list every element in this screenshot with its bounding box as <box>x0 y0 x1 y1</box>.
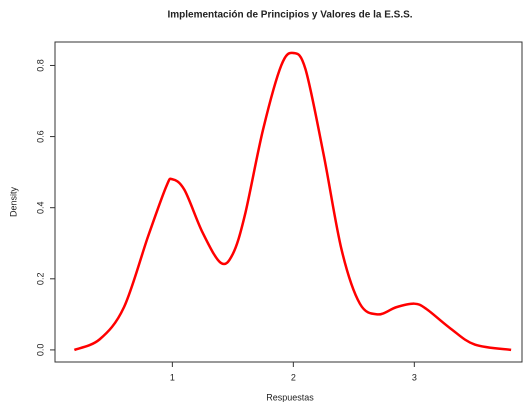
x-tick-label: 1 <box>170 372 175 382</box>
y-tick-label: 0.2 <box>35 273 45 286</box>
y-tick-label: 0.8 <box>35 59 45 72</box>
x-axis-label: Respuestas <box>266 392 314 402</box>
x-tick-label: 3 <box>412 372 417 382</box>
y-axis-label: Density <box>8 186 18 217</box>
plot-frame <box>54 41 523 363</box>
density-line <box>73 51 512 352</box>
y-tick-label: 0.4 <box>35 201 45 214</box>
y-tick-label: 0.6 <box>35 130 45 143</box>
chart-title: Implementación de Principios y Valores d… <box>167 10 412 21</box>
x-tick-label: 2 <box>291 372 296 382</box>
y-tick-label: 0.0 <box>35 344 45 357</box>
